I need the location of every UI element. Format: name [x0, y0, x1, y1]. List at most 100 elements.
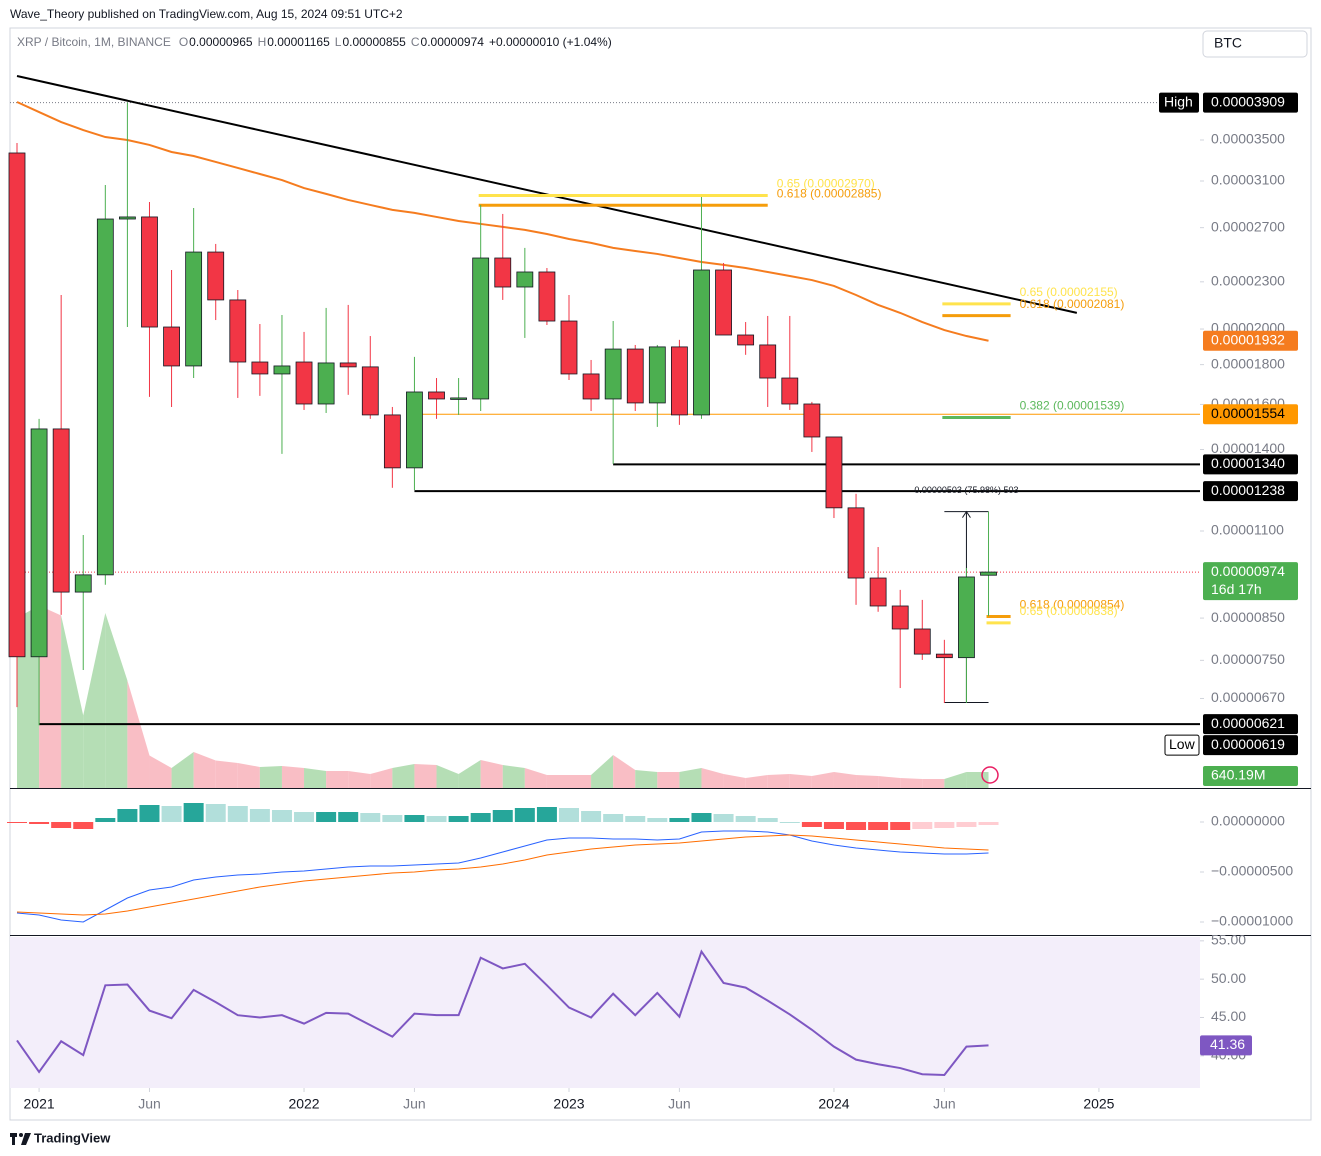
macd-histogram-bar: [294, 812, 315, 822]
candle-body: [935, 653, 953, 659]
legend-text: O: [179, 35, 188, 49]
volume-area: [348, 771, 371, 788]
fib-label: 0.618 (0.00002885): [777, 186, 882, 200]
low-price-label: 0.00000619: [1211, 736, 1285, 752]
macd-histogram-bar: [492, 810, 513, 822]
macd-histogram-bar: [271, 810, 292, 822]
volume-area: [546, 775, 569, 788]
volume-area: [922, 779, 945, 788]
legend-text: C: [411, 35, 420, 49]
x-tick-label: 2024: [818, 1096, 849, 1112]
level-price-label: 0.00000621: [1211, 715, 1285, 731]
volume-area: [635, 770, 658, 788]
legend-text: 0.00000965: [189, 35, 253, 49]
y-tick-label: 0.00002300: [1211, 273, 1285, 289]
volume-area: [281, 766, 305, 788]
level-price-box: [1203, 481, 1298, 502]
high-price-label-box: [1203, 92, 1298, 113]
macd-histogram-bar: [161, 806, 182, 822]
volume-label: 640.19M: [1211, 767, 1265, 783]
volume-label-box: [1203, 766, 1298, 786]
legend-text: XRP / Bitcoin, 1M, BINANCE: [17, 35, 171, 49]
volume-area: [458, 760, 481, 788]
candle-body: [560, 320, 578, 375]
currency-button-label[interactable]: BTC: [1214, 35, 1242, 51]
y-tick-label: 0.00000750: [1211, 651, 1285, 667]
rsi-value-label: 41.36: [1210, 1036, 1245, 1052]
macd-histogram-bar: [249, 809, 270, 822]
candle-body: [737, 334, 755, 346]
macd-line: [16, 830, 989, 923]
macd-line: [16, 834, 989, 916]
legend-text: 0.00001165: [267, 35, 330, 49]
volume-area: [171, 752, 194, 788]
x-tick-label: 2025: [1083, 1096, 1114, 1112]
volume-area: [789, 774, 812, 788]
alert-icon: [981, 766, 999, 784]
y-tick-label: −0.00001000: [1211, 913, 1293, 929]
candle-body: [273, 365, 291, 375]
macd-histogram-bar: [29, 822, 50, 824]
volume-area: [745, 775, 768, 788]
candle-body: [693, 269, 710, 416]
candle-body: [229, 299, 247, 363]
high-tag: High: [1164, 93, 1193, 109]
macd-histogram-bar: [757, 818, 778, 822]
macd-histogram-bar: [581, 811, 602, 822]
level-price-label: 0.00001340: [1211, 455, 1285, 471]
candle-body: [582, 373, 600, 400]
macd-histogram-bar: [625, 816, 646, 822]
rsi-value-box: [1200, 1035, 1252, 1056]
macd-histogram-bar: [956, 822, 977, 827]
volume-area: [613, 755, 636, 788]
volume-area: [304, 768, 327, 788]
y-tick-label: −0.00000500: [1211, 863, 1293, 879]
volume-area: [193, 752, 216, 788]
candle-body: [295, 361, 313, 405]
currency-button[interactable]: [1202, 30, 1308, 58]
volume-area: [436, 765, 459, 788]
fib-label: 0.618 (0.00002081): [1020, 297, 1125, 311]
candle-body: [759, 344, 777, 379]
macd-histogram-bar: [382, 815, 403, 822]
volume-area: [569, 775, 592, 788]
x-tick-label: 2022: [288, 1096, 319, 1112]
candle-body: [494, 257, 512, 288]
y-tick-label: 0.00000670: [1211, 689, 1285, 705]
volume-area: [811, 772, 834, 788]
measure-arrowhead: [962, 510, 971, 518]
candle-body: [847, 507, 865, 579]
legend-text: +0.00000010 (+1.04%): [489, 35, 612, 49]
candle-body: [207, 251, 225, 301]
macd-histogram-bar: [514, 808, 535, 822]
volume-area: [591, 755, 614, 788]
macd-histogram-bar: [801, 822, 822, 827]
macd-histogram-bar: [338, 812, 359, 822]
volume-area: [480, 760, 503, 788]
volume-area: [259, 766, 282, 788]
macd-histogram-bar: [470, 813, 491, 822]
candle-body: [913, 628, 931, 655]
candle-body: [958, 576, 975, 659]
candle-body: [428, 391, 445, 400]
y-tick-label: 45.00: [1211, 1008, 1246, 1024]
volume-area: [524, 768, 547, 788]
high-tag-box: [1159, 92, 1199, 113]
candle-body: [74, 574, 92, 593]
level-price-box: [1203, 454, 1298, 475]
ma-price-label: 0.00001932: [1211, 331, 1285, 347]
macd-histogram-bar: [934, 822, 955, 828]
macd-histogram-bar: [735, 816, 756, 822]
current-price-label: 0.00000974: [1211, 563, 1285, 579]
candle-body: [185, 251, 203, 367]
macd-histogram-bar: [7, 822, 27, 823]
candle-body: [626, 348, 644, 404]
candle-body: [781, 377, 799, 405]
level-price-label: 0.00001238: [1211, 482, 1285, 498]
volume-area: [966, 771, 989, 788]
candle-body: [472, 257, 490, 400]
countdown: 16d 17h: [1211, 581, 1262, 597]
candle-body: [604, 348, 622, 400]
footer: TradingView: [34, 1130, 111, 1145]
volume-area: [856, 775, 879, 788]
